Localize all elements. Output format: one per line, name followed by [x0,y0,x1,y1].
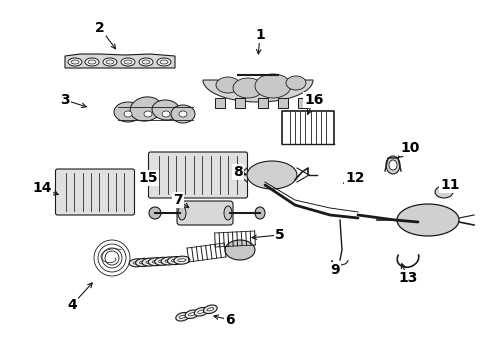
Polygon shape [203,80,312,102]
Text: 14: 14 [32,181,52,195]
Ellipse shape [124,111,132,117]
Ellipse shape [178,206,185,220]
Bar [235,98,244,108]
Ellipse shape [178,259,185,262]
Ellipse shape [388,160,396,170]
Ellipse shape [254,207,264,219]
Ellipse shape [149,207,161,219]
Ellipse shape [188,312,195,316]
Ellipse shape [139,58,153,66]
Ellipse shape [224,206,231,220]
Ellipse shape [396,204,458,236]
Ellipse shape [167,257,183,265]
Ellipse shape [71,60,79,64]
Ellipse shape [184,310,198,319]
Ellipse shape [143,111,152,117]
Ellipse shape [224,240,254,260]
Bar [297,98,307,108]
Text: 12: 12 [345,171,364,185]
Ellipse shape [106,60,114,64]
Ellipse shape [139,261,147,264]
Ellipse shape [130,97,162,121]
FancyBboxPatch shape [148,152,247,198]
Bar [258,98,267,108]
Ellipse shape [165,260,173,262]
FancyBboxPatch shape [177,201,232,225]
Ellipse shape [179,111,186,117]
Ellipse shape [175,312,189,321]
Ellipse shape [157,58,171,66]
Text: 3: 3 [60,93,70,107]
Ellipse shape [124,60,132,64]
Ellipse shape [203,305,217,314]
Ellipse shape [385,156,399,174]
Text: 15: 15 [138,171,158,185]
Ellipse shape [114,102,142,122]
Ellipse shape [216,77,240,93]
Text: 11: 11 [439,178,459,192]
Ellipse shape [434,186,452,198]
Text: 5: 5 [275,228,285,242]
Ellipse shape [145,261,154,264]
Text: 1: 1 [255,28,264,42]
Ellipse shape [154,257,170,265]
Bar [215,98,224,108]
Text: 9: 9 [329,263,339,277]
Ellipse shape [254,74,290,98]
Ellipse shape [206,307,213,311]
Ellipse shape [159,260,166,263]
Ellipse shape [246,161,296,189]
Ellipse shape [152,260,160,263]
Ellipse shape [68,58,82,66]
Text: 10: 10 [400,141,419,155]
Text: 8: 8 [233,165,243,179]
Ellipse shape [160,60,168,64]
Polygon shape [65,54,175,68]
Text: 7: 7 [173,193,183,207]
Ellipse shape [171,105,195,123]
FancyBboxPatch shape [55,169,134,215]
Text: 4: 4 [67,298,77,312]
Ellipse shape [142,258,158,266]
Ellipse shape [121,58,135,66]
Ellipse shape [142,60,150,64]
Ellipse shape [197,310,204,314]
Ellipse shape [129,259,145,267]
Text: 6: 6 [225,313,234,327]
Ellipse shape [135,258,151,266]
Ellipse shape [171,259,179,262]
Text: 2: 2 [95,21,104,35]
Ellipse shape [161,257,177,265]
Ellipse shape [148,258,164,266]
Ellipse shape [103,58,117,66]
Ellipse shape [88,60,96,64]
Ellipse shape [285,76,305,90]
Bar [278,98,287,108]
Ellipse shape [232,78,263,98]
Ellipse shape [179,315,185,318]
Ellipse shape [162,111,170,117]
Ellipse shape [152,100,180,120]
Text: 13: 13 [398,271,417,285]
Text: 16: 16 [304,93,323,107]
Ellipse shape [85,58,99,66]
Ellipse shape [173,256,189,264]
Ellipse shape [133,261,141,264]
Ellipse shape [194,307,207,316]
